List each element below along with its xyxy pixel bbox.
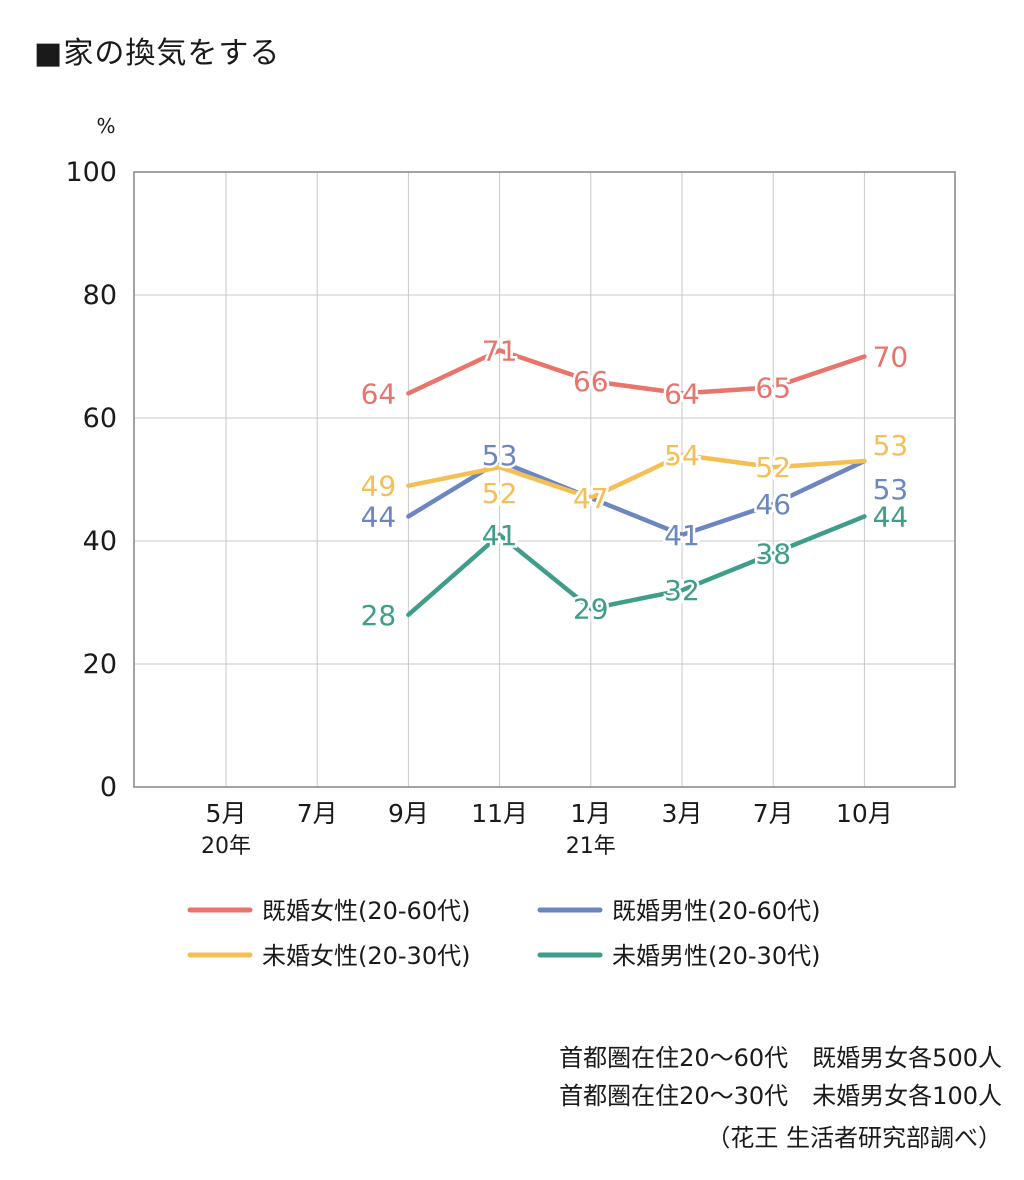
data-label: 54 — [664, 439, 700, 472]
data-label: 52 — [482, 477, 518, 510]
data-label: 38 — [755, 537, 791, 570]
legend-label: 既婚女性(20-60代) — [262, 897, 470, 925]
y-tick-label: 40 — [83, 526, 117, 557]
legend-label: 未婚女性(20-30代) — [262, 942, 470, 970]
data-label: 52 — [755, 451, 791, 484]
x-tick-label: 11月 — [471, 799, 528, 828]
y-tick-label: 80 — [83, 280, 117, 311]
series-line-3 — [406, 514, 867, 618]
data-label: 66 — [573, 365, 609, 398]
plot-frame — [133, 171, 956, 788]
y-axis-unit: % — [96, 114, 115, 138]
survey-note-married: 首都圏在住20～60代 既婚男女各500人 — [559, 1044, 1002, 1072]
chart-title: ■家の換気をする — [34, 36, 281, 71]
data-label: 28 — [361, 599, 397, 632]
axes: 0 20 40 60 80 100 5月 7月 9月 11月 1月 3月 7月 10月 20年 21年% — [65, 114, 956, 859]
data-label: 53 — [482, 439, 518, 472]
year-label: 20年 — [201, 834, 251, 859]
data-label: 53 — [873, 429, 909, 462]
data-label: 64 — [664, 377, 700, 410]
data-label: 32 — [664, 574, 700, 607]
data-label: 53 — [873, 473, 909, 506]
data-label: 29 — [573, 593, 609, 626]
data-label: 44 — [873, 500, 909, 533]
year-label: 21年 — [566, 834, 616, 859]
legend-label: 未婚男性(20-30代) — [612, 942, 820, 970]
survey-note-unmarried: 首都圏在住20～30代 未婚男女各100人 — [559, 1082, 1002, 1110]
x-tick-label: 9月 — [388, 799, 429, 828]
data-label: 49 — [361, 470, 397, 503]
x-tick-label: 3月 — [662, 799, 703, 828]
data-label: 41 — [664, 519, 700, 552]
x-tick-label: 7月 — [297, 799, 338, 828]
grid — [134, 171, 955, 788]
data-label: 41 — [482, 519, 518, 552]
x-tick-label: 10月 — [836, 799, 893, 828]
x-tick-label: 1月 — [570, 799, 611, 828]
series-lines — [406, 348, 867, 618]
data-label: 47 — [573, 482, 609, 515]
x-tick-label: 7月 — [753, 799, 794, 828]
data-label: 47 — [573, 482, 609, 515]
series-line-2 — [406, 452, 867, 501]
legend-label: 既婚男性(20-60代) — [612, 897, 820, 925]
data-label: 70 — [873, 341, 909, 374]
series-line-0 — [406, 348, 867, 396]
data-label: 46 — [755, 488, 791, 521]
y-tick-label: 0 — [100, 772, 117, 803]
data-label: 65 — [755, 371, 791, 404]
source-note: （花王 生活者研究部調べ） — [706, 1124, 1002, 1152]
y-tick-label: 100 — [65, 157, 117, 188]
y-tick-label: 60 — [83, 403, 117, 434]
y-tick-label: 20 — [83, 649, 117, 680]
x-tick-label: 5月 — [206, 799, 247, 828]
data-label: 44 — [361, 500, 397, 533]
data-label: 64 — [361, 377, 397, 410]
legend: 既婚女性(20-60代) 既婚男性(20-60代) 未婚女性(20-30代) 未婚男性… — [187, 897, 820, 970]
data-label: 71 — [482, 334, 518, 367]
